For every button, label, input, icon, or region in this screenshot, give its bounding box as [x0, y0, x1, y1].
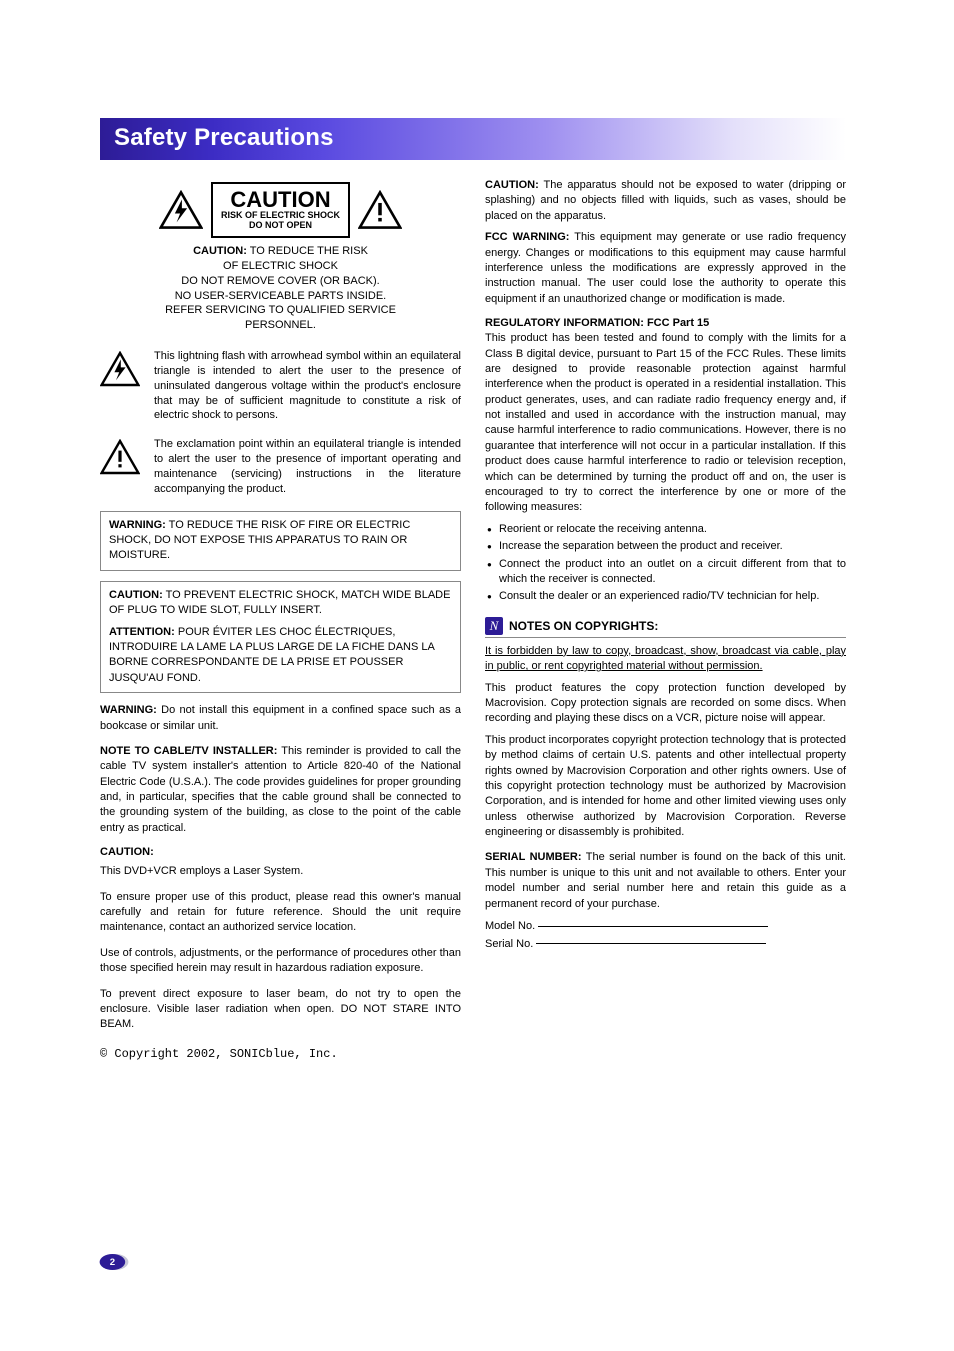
page-number-text: 2 [110, 1257, 115, 1268]
caution-text-block: CAUTION: TO REDUCE THE RISK OF ELECTRIC … [100, 244, 461, 333]
laser-p4: To prevent direct exposure to laser beam… [100, 987, 461, 1033]
col2-caution-lead: CAUTION: [485, 179, 539, 191]
right-column: CAUTION: The apparatus should not be exp… [485, 178, 846, 1061]
serial-label: Serial No. [485, 938, 536, 950]
exclamation-explanation-row: The exclamation point within an equilate… [100, 437, 461, 496]
copyright-line: © Copyright 2002, SONICblue, Inc. [100, 1047, 461, 1061]
bullet-3: Connect the product into an outlet on a … [499, 557, 846, 588]
note-installer-lead: NOTE TO CABLE/TV INSTALLER: [100, 745, 277, 757]
lightning-triangle-icon [159, 190, 203, 230]
regulatory-text: This product has been tested and found t… [485, 331, 846, 516]
caution-l3: DO NOT REMOVE COVER (OR BACK). [181, 275, 379, 287]
page-number-badge: 2 [98, 1252, 130, 1272]
caution-box: CAUTION RISK OF ELECTRIC SHOCK DO NOT OP… [211, 182, 350, 238]
col2-fcc-lead: FCC WARNING: [485, 231, 569, 243]
laser-p1: This DVD+VCR employs a Laser System. [100, 864, 461, 879]
serial-no-line: Serial No. [485, 936, 846, 954]
notes-p2: This product features the copy protectio… [485, 681, 846, 727]
col2-caution: CAUTION: The apparatus should not be exp… [485, 178, 846, 224]
warn-confined-lead: WARNING: [100, 704, 157, 716]
caution-title: CAUTION [221, 188, 340, 211]
notes-copyright-header: N NOTES ON COPYRIGHTS: [485, 617, 846, 638]
caution-assembly: CAUTION RISK OF ELECTRIC SHOCK DO NOT OP… [100, 182, 461, 238]
model-label: Model No. [485, 920, 538, 932]
interference-bullets: Reorient or relocate the receiving anten… [485, 522, 846, 605]
laser-caution-head: CAUTION: [100, 846, 461, 858]
regulatory-head: REGULATORY INFORMATION: FCC Part 15 [485, 317, 846, 329]
left-column: CAUTION RISK OF ELECTRIC SHOCK DO NOT OP… [100, 178, 461, 1061]
caution-l6: PERSONNEL. [245, 319, 316, 331]
warning-lead: WARNING: [109, 519, 166, 531]
box2-p1-lead: CAUTION: [109, 589, 163, 601]
notes-underline: It is forbidden by law to copy, broadcas… [485, 644, 846, 675]
exclamation-triangle-icon [100, 439, 140, 475]
note-installer: NOTE TO CABLE/TV INSTALLER: This reminde… [100, 744, 461, 836]
box2-p2-lead: ATTENTION: [109, 626, 175, 638]
caution-l5: REFER SERVICING TO QUALIFIED SERVICE [165, 304, 396, 316]
caution-lead: CAUTION: [193, 245, 247, 257]
notes-p3: This product incorporates copyright prot… [485, 733, 846, 841]
laser-p2: To ensure proper use of this product, pl… [100, 890, 461, 936]
laser-p3: Use of controls, adjustments, or the per… [100, 946, 461, 977]
bullet-1: Reorient or relocate the receiving anten… [499, 522, 846, 537]
bullet-2: Increase the separation between the prod… [499, 539, 846, 554]
serial-fill-line [536, 943, 766, 944]
serial-lead: SERIAL NUMBER: [485, 851, 582, 863]
lightning-explanation-row: This lightning flash with arrowhead symb… [100, 349, 461, 423]
caution-l4: NO USER-SERVICEABLE PARTS INSIDE. [175, 290, 387, 302]
col2-fcc: FCC WARNING: This equipment may generate… [485, 230, 846, 307]
caution-sub2: DO NOT OPEN [221, 221, 340, 230]
warn-confined: WARNING: Do not install this equipment i… [100, 703, 461, 734]
caution-box-2: CAUTION: TO PREVENT ELECTRIC SHOCK, MATC… [100, 581, 461, 693]
col2-caution-text: The apparatus should not be exposed to w… [485, 179, 846, 222]
model-fill-line [538, 926, 768, 927]
note-installer-text: This reminder is provided to call the ca… [100, 745, 461, 834]
page-content: Safety Precautions CAUTION RISK OF ELECT… [100, 118, 846, 1061]
lightning-text: This lightning flash with arrowhead symb… [154, 349, 461, 423]
section-banner: Safety Precautions [100, 118, 846, 160]
serial-paragraph: SERIAL NUMBER: The serial number is foun… [485, 850, 846, 912]
bullet-4: Consult the dealer or an experienced rad… [499, 589, 846, 604]
exclamation-text: The exclamation point within an equilate… [154, 437, 461, 496]
exclamation-triangle-icon [358, 190, 402, 230]
model-no-line: Model No. [485, 918, 846, 936]
caution-l1: TO REDUCE THE RISK [247, 245, 368, 257]
caution-l2: OF ELECTRIC SHOCK [223, 260, 338, 272]
notes-icon: N [485, 617, 503, 635]
notes-title: NOTES ON COPYRIGHTS: [509, 619, 658, 633]
lightning-triangle-icon [100, 351, 140, 387]
warning-box-1: WARNING: TO REDUCE THE RISK OF FIRE OR E… [100, 511, 461, 571]
two-column-layout: CAUTION RISK OF ELECTRIC SHOCK DO NOT OP… [100, 178, 846, 1061]
